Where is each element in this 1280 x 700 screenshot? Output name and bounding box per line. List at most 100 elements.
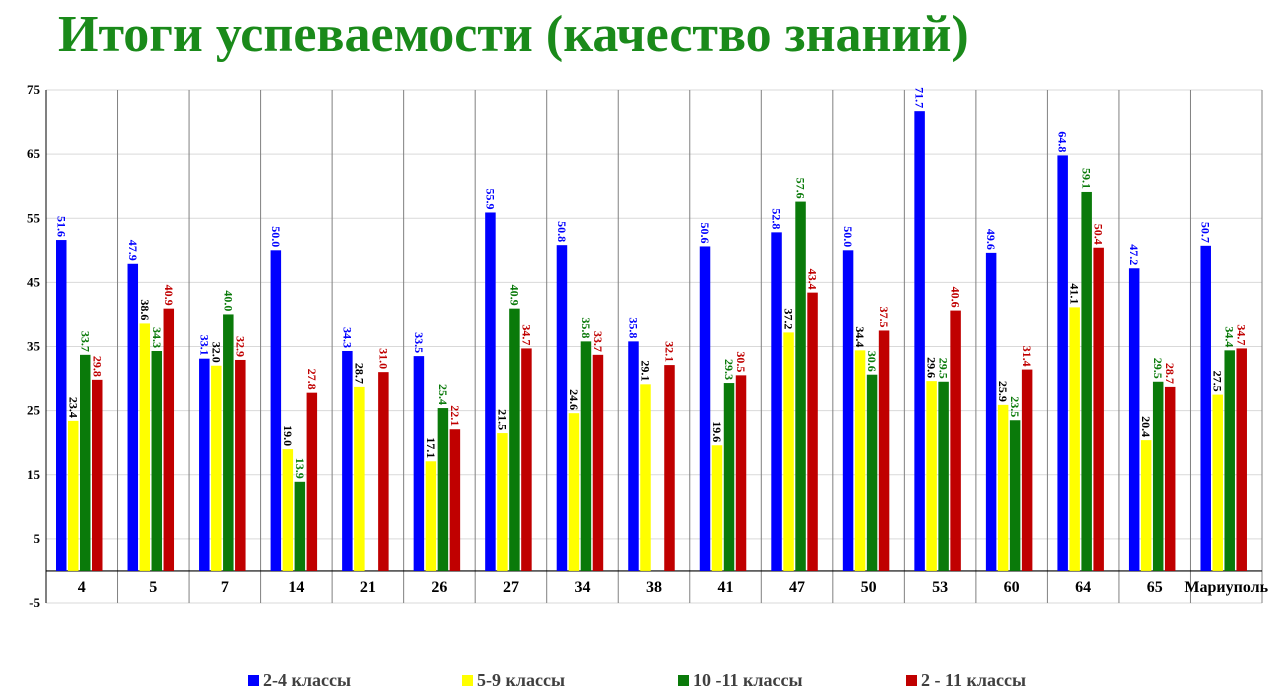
bar [497, 433, 508, 571]
bar [282, 449, 294, 571]
bar [914, 111, 925, 571]
data-label: 40.0 [221, 290, 235, 311]
data-label: 25.9 [996, 381, 1010, 402]
legend-swatch [906, 675, 917, 686]
bar [378, 372, 389, 571]
data-label: 27.5 [1211, 371, 1225, 392]
data-label: 20.4 [1139, 416, 1153, 437]
data-label: 17.1 [424, 437, 438, 458]
bar [950, 310, 961, 571]
data-label: 23.4 [66, 397, 80, 418]
data-label: 50.6 [698, 222, 712, 243]
data-label: 40.9 [507, 285, 521, 306]
bar [437, 408, 449, 571]
x-tick-label: 21 [360, 579, 376, 596]
x-tick-label: 64 [1075, 579, 1091, 596]
x-tick-label: 50 [861, 579, 877, 596]
data-label: 34.4 [1223, 326, 1237, 347]
bar [56, 240, 67, 571]
legend-item: 5-9 классы [462, 670, 565, 691]
data-label: 50.7 [1199, 222, 1213, 243]
x-tick-label: 53 [932, 579, 948, 596]
data-label: 37.2 [782, 308, 796, 329]
data-label: 32.9 [233, 336, 247, 357]
bar [211, 365, 222, 571]
x-tick-label: 14 [288, 579, 304, 596]
data-label: 29.1 [638, 360, 652, 381]
x-tick-label: 7 [221, 579, 229, 596]
y-tick-label: 75 [27, 82, 41, 97]
x-tick-label: 47 [789, 579, 805, 596]
x-tick-label: 26 [431, 579, 447, 596]
y-tick-label: 55 [27, 210, 41, 225]
x-tick-label: 65 [1147, 579, 1163, 596]
data-label: 33.7 [78, 331, 92, 352]
data-label: 59.1 [1080, 168, 1094, 189]
data-label: 71.7 [913, 87, 927, 108]
legend-label: 2 - 11 классы [921, 670, 1027, 690]
x-tick-label: 34 [574, 579, 590, 596]
axes [45, 90, 1263, 603]
chart-title: Итоги успеваемости (качество знаний) [58, 6, 969, 63]
bar [223, 314, 234, 571]
bar [938, 381, 949, 571]
bar [235, 359, 246, 571]
bar [664, 365, 675, 571]
data-label: 31.4 [1020, 346, 1034, 367]
bar [1212, 394, 1223, 571]
bar [306, 392, 318, 571]
bar [521, 348, 532, 571]
data-label: 38.6 [138, 299, 152, 320]
legend-swatch [462, 675, 473, 686]
data-label: 32.0 [209, 342, 223, 363]
bar [592, 354, 604, 571]
data-label: 34.3 [150, 327, 164, 348]
bar [580, 341, 592, 571]
x-tick-label: 41 [718, 579, 734, 596]
legend-item: 2 - 11 классы [906, 670, 1026, 691]
bar [1200, 245, 1211, 571]
bar [568, 413, 580, 571]
bar [556, 245, 568, 571]
bar [1093, 247, 1104, 571]
bar [1128, 268, 1140, 571]
bar [1224, 350, 1235, 571]
bar [807, 292, 818, 571]
bars [56, 111, 1247, 571]
bar [80, 354, 91, 571]
bar [163, 308, 175, 571]
bar [413, 356, 425, 571]
data-label: 33.1 [197, 335, 211, 356]
bar [127, 263, 139, 571]
bar [1164, 386, 1176, 571]
bar [354, 386, 365, 571]
x-tick-label: 5 [149, 579, 157, 596]
data-label: 51.6 [54, 216, 68, 237]
y-tick-label: 35 [27, 339, 41, 354]
data-label: 19.0 [281, 425, 295, 446]
bar [68, 420, 79, 571]
bar [842, 250, 854, 571]
data-label: 43.4 [806, 269, 820, 290]
data-label: 32.1 [662, 341, 676, 362]
y-tick-label: 45 [27, 274, 41, 289]
data-label: 41.1 [1068, 283, 1082, 304]
y-tick-label: 65 [27, 146, 41, 161]
data-label: 23.5 [1008, 396, 1022, 417]
bar [878, 330, 890, 571]
bar [866, 374, 878, 571]
bar [342, 350, 353, 571]
data-label: 34.7 [1235, 324, 1249, 345]
legend-swatch [678, 675, 689, 686]
bar [92, 379, 103, 571]
bar [151, 350, 163, 571]
data-label: 28.7 [1163, 363, 1177, 384]
data-label: 22.1 [448, 405, 462, 426]
data-label: 29.6 [925, 357, 939, 378]
bar [1009, 420, 1021, 571]
data-label: 64.8 [1056, 131, 1070, 152]
data-label: 25.4 [436, 384, 450, 405]
x-tick-label: 60 [1004, 579, 1020, 596]
bar [449, 429, 461, 571]
